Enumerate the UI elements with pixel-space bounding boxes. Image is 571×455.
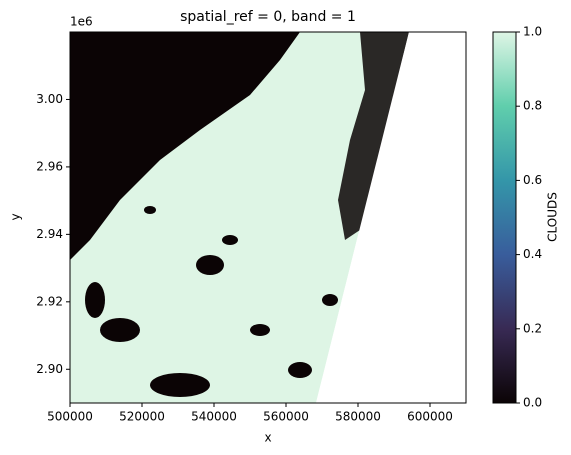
x-axis-label: x xyxy=(264,431,271,445)
raster-cloud-patch xyxy=(85,282,105,318)
y-tick-label: 3.00 xyxy=(36,92,63,106)
raster-blank xyxy=(316,32,466,403)
chart-title: spatial_ref = 0, band = 1 xyxy=(180,9,356,25)
axes-frame xyxy=(69,31,467,404)
raster-cloud-edge xyxy=(338,32,409,240)
raster-cloud-patch xyxy=(322,294,338,306)
colorbar-tick-label: 1.0 xyxy=(523,25,542,39)
raster-cloud xyxy=(70,32,300,260)
x-tick-label: 500000 xyxy=(47,410,93,424)
y-tick-label: 2.90 xyxy=(36,362,63,376)
raster-cloud-patch xyxy=(100,318,140,342)
colorbar-label: CLOUDS xyxy=(546,192,560,242)
raster-cloud-patch xyxy=(150,373,210,397)
raster xyxy=(70,32,466,403)
raster-cloud-patch xyxy=(144,206,156,214)
y-tick-label: 2.94 xyxy=(36,227,63,241)
x-tick-label: 540000 xyxy=(191,410,237,424)
x-tick-label: 580000 xyxy=(335,410,381,424)
colorbar-tick-label: 0.8 xyxy=(523,99,542,113)
y-tick-label: 2.92 xyxy=(36,294,63,308)
x-tick-label: 560000 xyxy=(263,410,309,424)
raster-cloud-patch xyxy=(250,324,270,336)
raster-cloud-patch xyxy=(196,255,224,275)
colorbar-tick-label: 0.4 xyxy=(523,247,542,261)
x-tick-label: 520000 xyxy=(119,410,165,424)
raster-cloud-patch xyxy=(222,235,238,245)
colorbar-tick-label: 0.2 xyxy=(523,321,542,335)
raster-cloud-patch xyxy=(288,362,312,378)
colorbar-tick-label: 0.0 xyxy=(523,396,542,410)
x-tick-label: 600000 xyxy=(407,410,453,424)
y-tick-label: 2.96 xyxy=(36,159,63,173)
colorbar-tick-label: 0.6 xyxy=(523,173,542,187)
y-offset-label: 1e6 xyxy=(70,15,93,29)
colorbar xyxy=(492,31,517,404)
y-axis-label: y xyxy=(9,213,23,220)
